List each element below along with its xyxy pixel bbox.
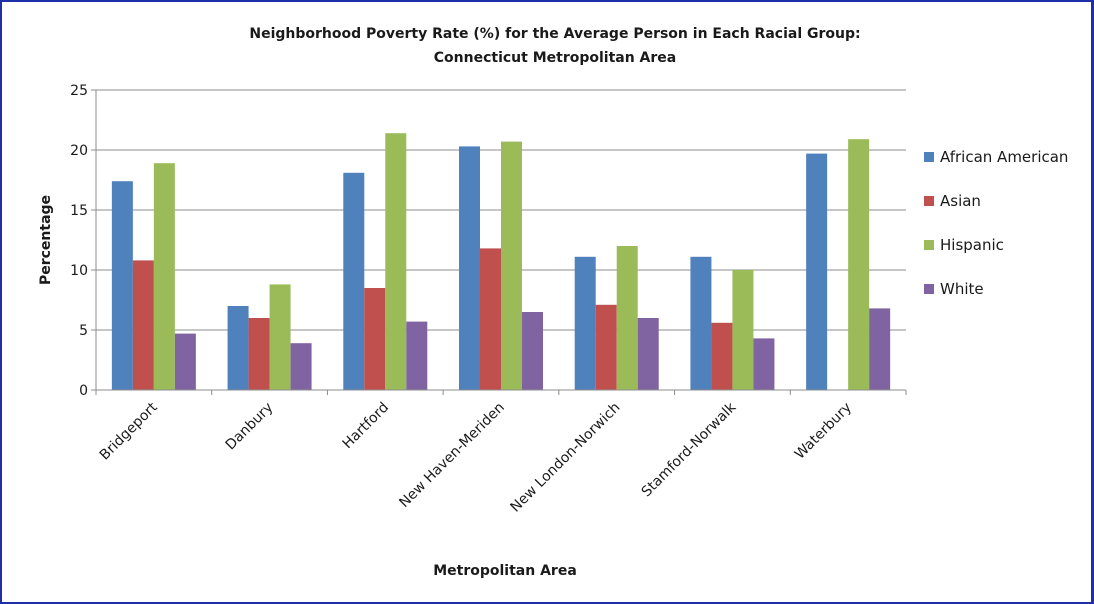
chart-title-line-2: Connecticut Metropolitan Area — [434, 50, 676, 66]
x-tick-label: Hartford — [340, 400, 393, 453]
bar-african-american-hartford — [343, 172, 365, 390]
bar-white-bridgeport — [174, 333, 196, 390]
bar-white-stamford-norwalk — [753, 338, 775, 390]
y-tick-label: 0 — [79, 383, 88, 399]
x-tick-label: Bridgeport — [97, 399, 161, 463]
bar-african-american-stamford-norwalk — [690, 256, 712, 390]
bars — [111, 133, 891, 390]
x-axis-labels: Bridgeport Danbury Hartford New Haven-Merid… — [95, 390, 907, 516]
x-tick-label: Stamford-Norwalk — [639, 399, 740, 500]
bar-african-american-bridgeport — [111, 181, 133, 390]
bar-white-waterbury — [869, 308, 891, 390]
bar-white-danbury — [290, 343, 312, 390]
y-tick-label: 15 — [70, 203, 88, 219]
bar-asian-stamford-norwalk — [711, 322, 733, 390]
bar-african-american-new-haven-meriden — [459, 146, 480, 390]
legend-label: African American — [940, 148, 1068, 166]
bar-hispanic-new-haven-meriden — [501, 141, 522, 390]
bar-asian-hartford — [364, 288, 386, 390]
bar-african-american-danbury — [227, 306, 249, 390]
bar-asian-new-london-norwich — [595, 304, 617, 390]
bar-african-american-waterbury — [806, 153, 828, 390]
x-tick-label: New Haven-Meriden — [396, 400, 507, 511]
bar-hispanic-danbury — [269, 284, 291, 390]
bar-white-hartford — [406, 321, 428, 390]
chart-title-line-1: Neighborhood Poverty Rate (%) for the Av… — [249, 26, 860, 42]
y-tick-label: 20 — [70, 143, 88, 159]
legend-swatch — [924, 284, 934, 294]
legend: African American Asian Hispanic White — [924, 148, 1068, 298]
y-tick-label: 10 — [70, 263, 88, 279]
bar-asian-danbury — [248, 318, 270, 390]
y-tick-label: 25 — [70, 83, 88, 99]
legend-swatch — [924, 152, 934, 162]
bar-asian-new-haven-meriden — [480, 248, 501, 390]
x-tick-label: New London-Norwich — [508, 400, 624, 516]
y-axis-ticks: 0 5 10 15 20 25 — [70, 83, 96, 399]
bar-hispanic-stamford-norwalk — [732, 270, 754, 390]
bar-white-new-london-norwich — [637, 318, 659, 390]
bar-african-american-new-london-norwich — [574, 256, 596, 390]
legend-label: White — [940, 280, 984, 298]
y-axis-title: Percentage — [38, 195, 54, 285]
y-tick-label: 5 — [79, 323, 88, 339]
bar-asian-bridgeport — [132, 260, 154, 390]
x-tick-label: Danbury — [223, 400, 277, 454]
legend-swatch — [924, 196, 934, 206]
x-tick-label: Waterbury — [792, 400, 855, 463]
legend-swatch — [924, 240, 934, 250]
bar-hispanic-hartford — [385, 133, 407, 390]
bar-hispanic-waterbury — [848, 139, 870, 390]
legend-label: Hispanic — [940, 236, 1004, 254]
bar-white-new-haven-meriden — [522, 312, 543, 390]
legend-label: Asian — [940, 192, 981, 210]
bar-hispanic-new-london-norwich — [616, 246, 638, 390]
x-axis-title: Metropolitan Area — [433, 563, 577, 579]
bar-hispanic-bridgeport — [153, 163, 175, 390]
